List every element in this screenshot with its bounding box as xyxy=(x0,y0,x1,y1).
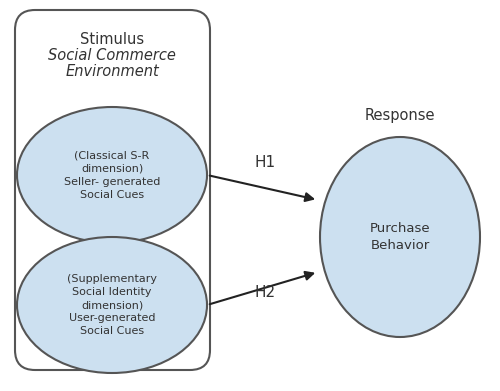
Text: (Classical S-R
dimension)
Seller- generated
Social Cues: (Classical S-R dimension) Seller- genera… xyxy=(64,150,160,200)
Text: Purchase
Behavior: Purchase Behavior xyxy=(370,222,430,252)
Text: Environment: Environment xyxy=(65,64,159,79)
Text: Response: Response xyxy=(365,108,435,123)
Text: H2: H2 xyxy=(254,285,276,300)
Text: Stimulus: Stimulus xyxy=(80,32,144,47)
Ellipse shape xyxy=(320,137,480,337)
Text: H1: H1 xyxy=(254,155,276,170)
Ellipse shape xyxy=(17,107,207,243)
Text: Social Commerce: Social Commerce xyxy=(48,48,176,63)
Ellipse shape xyxy=(17,237,207,373)
Text: (Supplementary
Social Identity
dimension)
User-generated
Social Cues: (Supplementary Social Identity dimension… xyxy=(67,274,157,336)
FancyBboxPatch shape xyxy=(15,10,210,370)
